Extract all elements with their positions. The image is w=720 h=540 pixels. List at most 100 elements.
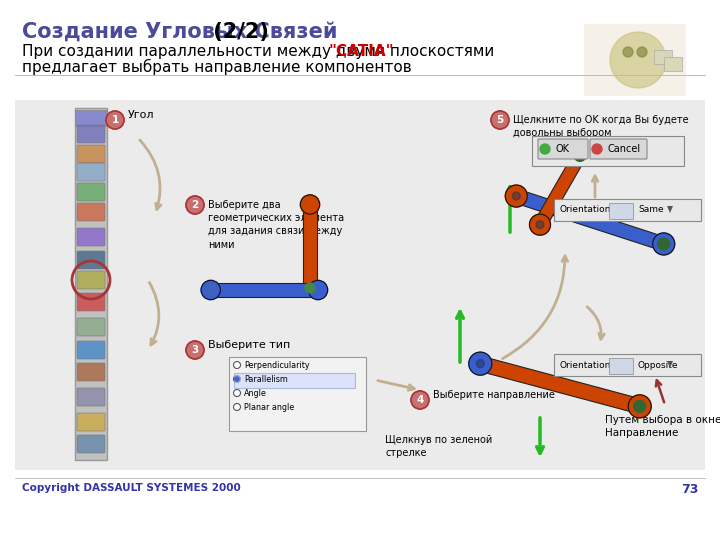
Text: Cancel: Cancel [607,144,640,154]
Polygon shape [211,284,318,296]
FancyBboxPatch shape [77,435,105,453]
Circle shape [576,151,584,159]
Text: 1: 1 [112,115,119,125]
Text: 2: 2 [192,200,199,210]
Text: Perpendicularity: Perpendicularity [244,361,310,369]
Circle shape [186,196,204,214]
Circle shape [623,47,633,57]
Circle shape [610,32,666,88]
FancyBboxPatch shape [77,293,105,311]
Text: (2/2): (2/2) [206,22,269,42]
Circle shape [529,214,551,235]
FancyBboxPatch shape [77,363,105,381]
Text: Planar angle: Planar angle [244,402,294,411]
Circle shape [570,145,590,166]
FancyBboxPatch shape [664,57,682,71]
Circle shape [233,403,240,410]
Polygon shape [534,152,585,228]
FancyBboxPatch shape [77,413,105,431]
Text: Opposite: Opposite [638,361,678,369]
FancyBboxPatch shape [77,163,105,181]
FancyBboxPatch shape [77,388,105,406]
Text: 73: 73 [680,483,698,496]
FancyBboxPatch shape [77,271,105,289]
Circle shape [235,377,239,381]
FancyBboxPatch shape [554,354,701,376]
Circle shape [233,389,240,396]
Text: Same: Same [638,206,664,214]
FancyBboxPatch shape [77,125,105,143]
Text: Copyright DASSAULT SYSTEMES 2000: Copyright DASSAULT SYSTEMES 2000 [22,483,240,493]
Circle shape [201,280,220,300]
FancyBboxPatch shape [77,228,105,246]
Circle shape [637,47,647,57]
Text: Щелкнув по зеленой
стрелке: Щелкнув по зеленой стрелке [385,435,492,458]
Circle shape [411,391,429,409]
Circle shape [300,195,320,214]
Text: Parallelism: Parallelism [244,375,288,383]
Circle shape [657,238,670,250]
Circle shape [305,283,315,293]
Circle shape [308,280,328,300]
FancyBboxPatch shape [75,108,107,460]
FancyBboxPatch shape [75,110,107,126]
FancyBboxPatch shape [233,373,354,388]
Circle shape [233,361,240,368]
Polygon shape [514,190,666,251]
Circle shape [628,395,651,418]
Circle shape [233,375,240,382]
Text: 3: 3 [192,345,199,355]
Circle shape [491,111,509,129]
Circle shape [540,144,550,154]
Circle shape [634,400,646,413]
FancyBboxPatch shape [77,203,105,221]
FancyBboxPatch shape [609,358,633,374]
FancyBboxPatch shape [77,183,105,201]
Circle shape [186,341,204,359]
FancyBboxPatch shape [532,136,684,166]
Text: "CATIA": "CATIA" [329,44,395,59]
Circle shape [592,144,602,154]
Text: Путем выбора в окне
Направление: Путем выбора в окне Направление [605,415,720,438]
Text: предлагает выбрать направление компонентов: предлагает выбрать направление компонент… [22,59,412,75]
Text: OK: OK [555,144,569,154]
FancyBboxPatch shape [77,145,105,163]
Circle shape [660,240,667,248]
Text: Угол: Угол [128,110,155,120]
Circle shape [206,285,216,295]
Polygon shape [303,205,317,290]
FancyBboxPatch shape [77,341,105,359]
Polygon shape [667,206,673,213]
Text: Выберите направление: Выберите направление [433,390,555,400]
Polygon shape [478,356,642,414]
FancyBboxPatch shape [590,139,647,159]
FancyBboxPatch shape [15,100,705,470]
Polygon shape [667,361,673,368]
Text: Orientation: Orientation [560,206,611,214]
FancyBboxPatch shape [554,199,701,221]
Circle shape [574,150,586,161]
Circle shape [653,233,675,255]
Text: Щелкните по OK когда Вы будете
довольны выбором: Щелкните по OK когда Вы будете довольны … [513,115,688,138]
Text: Выберите два
геометрических элемента
для задания связи между
ними: Выберите два геометрических элемента для… [208,200,344,249]
FancyBboxPatch shape [538,139,588,159]
Text: Orientation: Orientation [560,361,611,369]
Circle shape [513,192,521,200]
FancyBboxPatch shape [77,318,105,336]
Text: При создании параллельности между двумя плоскостями: При создании параллельности между двумя … [22,44,499,59]
Text: Angle: Angle [244,388,267,397]
FancyBboxPatch shape [229,357,366,431]
Circle shape [469,352,492,375]
Circle shape [477,360,485,368]
Circle shape [536,221,544,228]
Circle shape [636,402,644,410]
Circle shape [505,185,527,207]
FancyBboxPatch shape [654,50,672,64]
FancyBboxPatch shape [77,251,105,269]
Circle shape [106,111,124,129]
FancyBboxPatch shape [584,24,686,96]
Text: 4: 4 [416,395,423,405]
Text: 5: 5 [496,115,503,125]
Text: Выберите тип: Выберите тип [208,340,290,350]
FancyBboxPatch shape [609,203,633,219]
